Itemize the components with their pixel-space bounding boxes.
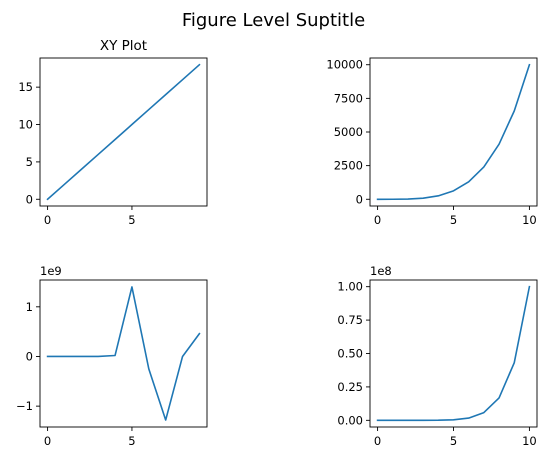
y-tick-label: 0 (26, 192, 33, 206)
y-tick-label: 10 (18, 118, 33, 132)
y-tick-label: −1 (16, 399, 33, 413)
y-tick-label: 0.50 (337, 347, 363, 361)
x-tick-label: 5 (128, 434, 135, 448)
axis-offset-label: 1e8 (370, 264, 392, 278)
y-tick-label: 0.75 (337, 313, 363, 327)
x-tick-label: 0 (44, 213, 51, 227)
y-tick-label: 0 (26, 349, 33, 363)
y-tick-label: 10000 (326, 58, 363, 72)
subplot-xy-plot: 0 5 0 5 10 15 XY Plot (18, 38, 208, 227)
y-tick-label: 1.00 (337, 280, 363, 294)
x-tick-label: 0 (374, 434, 381, 448)
series-line (376, 285, 531, 422)
subplot-title: XY Plot (100, 38, 147, 54)
y-tick-label: 7500 (334, 91, 363, 105)
y-tick-label: 5 (26, 155, 33, 169)
x-tick-label: 5 (450, 434, 457, 448)
subplot-bottom-right: 0 5 10 0.00 0.25 0.50 0.75 1.00 1e8 (337, 264, 538, 448)
x-tick-label: 0 (374, 213, 381, 227)
axis-offset-label: 1e9 (40, 264, 62, 278)
axes-frame (39, 57, 208, 207)
x-tick-label: 10 (522, 434, 537, 448)
y-tick-label: 0 (356, 192, 363, 206)
y-tick-label: 2500 (334, 159, 363, 173)
x-tick-label: 5 (450, 213, 457, 227)
y-tick-label: 0.00 (337, 413, 363, 427)
x-tick-label: 10 (522, 213, 537, 227)
y-tick-label: 15 (18, 80, 33, 94)
series-line (46, 286, 201, 421)
y-tick-label: 0.25 (337, 380, 363, 394)
subplot-bottom-left: 0 5 −1 0 1 1e9 (16, 264, 208, 448)
series-line (376, 63, 531, 201)
x-tick-label: 0 (44, 434, 51, 448)
series-line (46, 63, 201, 201)
axes-frame (39, 279, 208, 428)
subplot-top-right: 0 5 10 0 2500 5000 7500 10000 (326, 57, 538, 227)
x-tick-label: 5 (128, 213, 135, 227)
figure-suptitle: Figure Level Suptitle (182, 10, 365, 31)
y-tick-label: 5000 (334, 125, 363, 139)
y-tick-label: 1 (26, 300, 33, 314)
